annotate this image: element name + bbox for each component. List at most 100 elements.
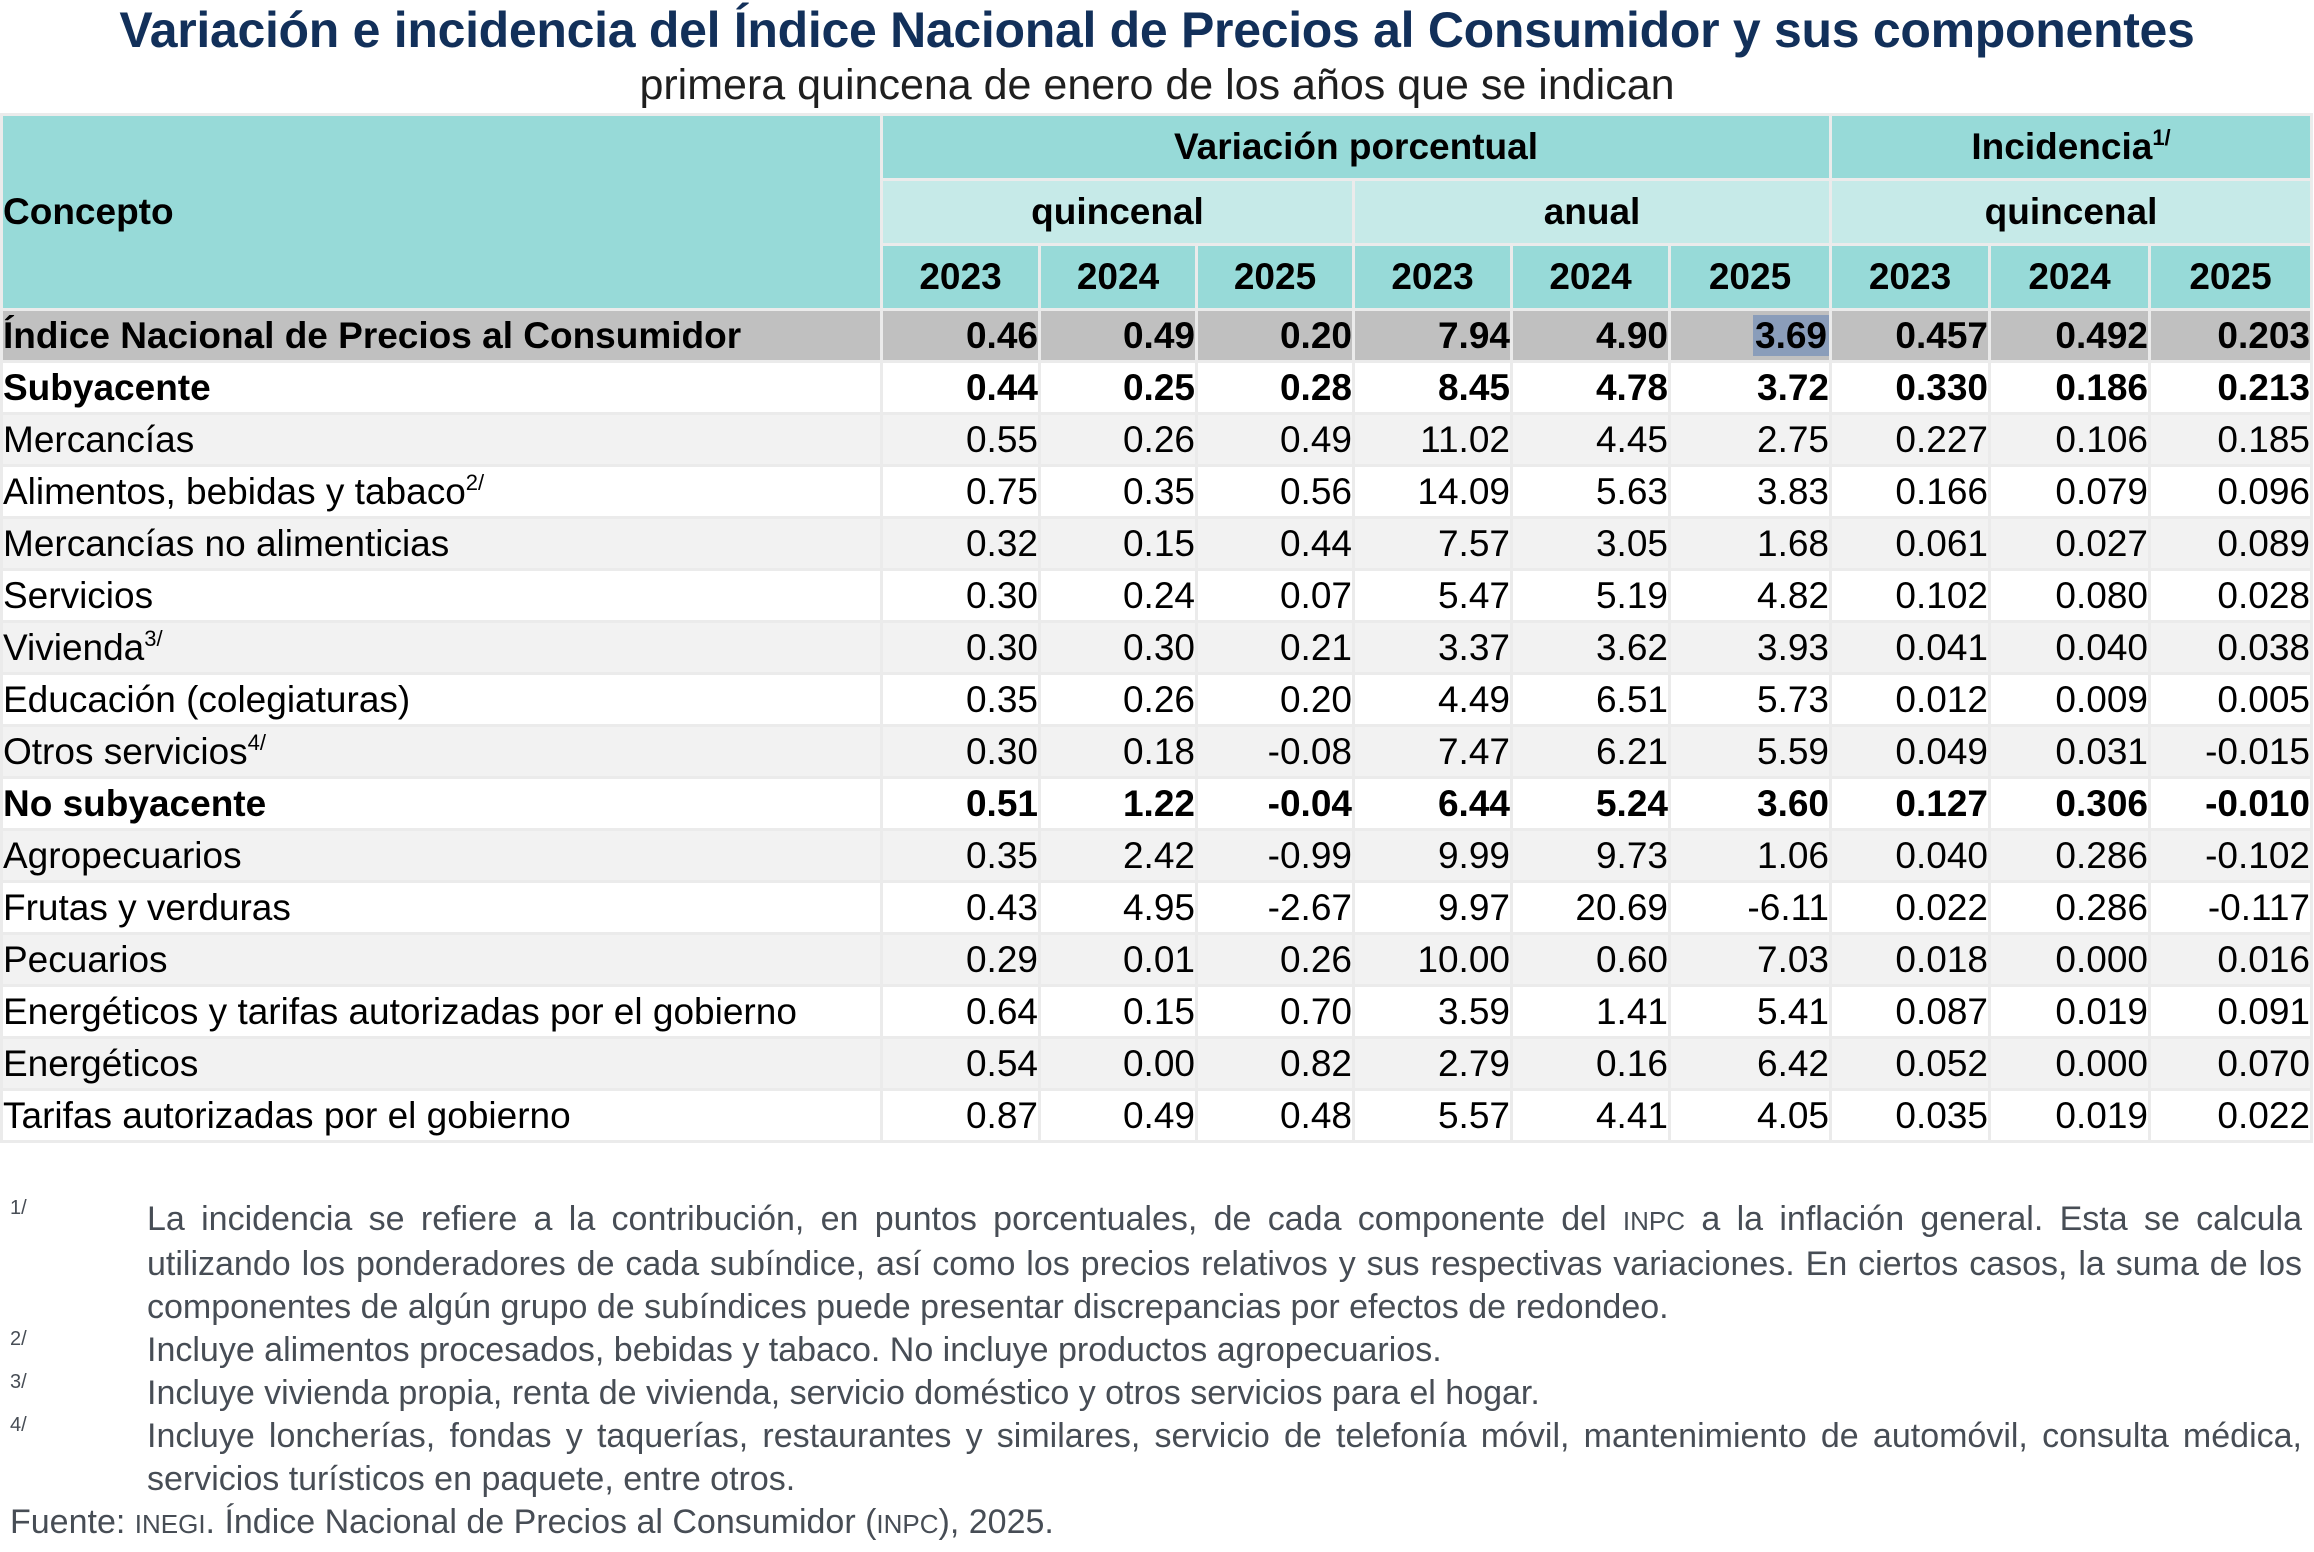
value-text: 0.091 bbox=[2217, 991, 2311, 1032]
value-text: 0.55 bbox=[965, 419, 1038, 460]
value-cell: 0.64 bbox=[880, 984, 1041, 1039]
value-text: 0.089 bbox=[2217, 523, 2311, 564]
value-cell: 0.096 bbox=[2148, 464, 2314, 519]
value-cell: 5.73 bbox=[1667, 672, 1833, 727]
value-cell: 3.83 bbox=[1667, 464, 1833, 519]
value-cell: 0.48 bbox=[1195, 1088, 1355, 1143]
selected-value-text: 3.69 bbox=[1753, 315, 1828, 356]
value-text: 0.040 bbox=[2055, 627, 2149, 668]
value-text: -0.010 bbox=[2205, 783, 2311, 824]
value-cell: 0.18 bbox=[1038, 724, 1198, 779]
value-cell: 0.35 bbox=[1038, 464, 1198, 519]
value-cell: 0.005 bbox=[2148, 672, 2314, 727]
value-text: 9.99 bbox=[1437, 835, 1510, 876]
value-text: 4.78 bbox=[1595, 367, 1668, 408]
value-cell: 0.15 bbox=[1038, 516, 1198, 571]
value-cell: 1.68 bbox=[1667, 516, 1833, 571]
value-text: 0.26 bbox=[1122, 419, 1195, 460]
value-text: 1.06 bbox=[1757, 835, 1830, 876]
value-text: 0.49 bbox=[1279, 419, 1352, 460]
value-cell: 0.26 bbox=[1038, 672, 1198, 727]
source-label: Fuente: bbox=[10, 1503, 135, 1541]
row-label-text: Mercancías no alimenticias bbox=[3, 523, 450, 564]
value-text: 0.07 bbox=[1279, 575, 1352, 616]
value-cell: 0.30 bbox=[880, 620, 1041, 675]
value-cell: 0.286 bbox=[1988, 880, 2152, 935]
value-text: 0.26 bbox=[1122, 679, 1195, 720]
value-cell: 0.55 bbox=[880, 412, 1041, 467]
value-text: 0.286 bbox=[2055, 887, 2149, 928]
value-text: 0.82 bbox=[1279, 1043, 1352, 1084]
footnote-ref: 1/ bbox=[2152, 125, 2171, 150]
value-text: 0.028 bbox=[2217, 575, 2311, 616]
row-label: Tarifas autorizadas por el gobierno bbox=[0, 1088, 883, 1143]
value-text: 0.330 bbox=[1895, 367, 1989, 408]
value-cell: 0.089 bbox=[2148, 516, 2314, 571]
row-label-text: Energéticos bbox=[3, 1043, 199, 1084]
value-text: 0.43 bbox=[965, 887, 1038, 928]
table-row: Agropecuarios 0.35 2.42 -0.99 9.99 9.73 1.06 0.… bbox=[0, 828, 2314, 883]
value-cell: 0.20 bbox=[1195, 308, 1355, 363]
table-row: Frutas y verduras 0.43 4.95 -2.67 9.97 20.69 -… bbox=[0, 880, 2314, 935]
inpc-table: Concepto Variación porcentual Incidencia… bbox=[0, 113, 2314, 1143]
value-text: 5.19 bbox=[1595, 575, 1668, 616]
row-label: Subyacente bbox=[0, 360, 883, 415]
header-incidencia-quincenal: quincenal bbox=[1829, 178, 2314, 246]
table-row: Energéticos 0.54 0.00 0.82 2.79 0.16 6.42 0.052… bbox=[0, 1036, 2314, 1091]
value-text: 0.061 bbox=[1895, 523, 1989, 564]
value-cell: 0.019 bbox=[1988, 984, 2152, 1039]
value-cell: 0.28 bbox=[1195, 360, 1355, 415]
value-text: 3.72 bbox=[1757, 367, 1830, 408]
row-label-text: Educación (colegiaturas) bbox=[3, 679, 411, 720]
value-cell: 0.087 bbox=[1829, 984, 1992, 1039]
value-cell: -0.015 bbox=[2148, 724, 2314, 779]
row-label: Energéticos bbox=[0, 1036, 883, 1091]
source-org: INEGI bbox=[134, 1509, 206, 1539]
value-text: 9.73 bbox=[1595, 835, 1668, 876]
header-year: 2024 bbox=[1038, 243, 1198, 311]
value-text: 5.47 bbox=[1437, 575, 1510, 616]
value-cell: 7.57 bbox=[1352, 516, 1513, 571]
value-cell: 0.21 bbox=[1195, 620, 1355, 675]
footnote-mark: 4/ bbox=[10, 1414, 27, 1436]
value-text: 0.00 bbox=[1122, 1043, 1195, 1084]
footnote-mark: 2/ bbox=[10, 1328, 27, 1350]
table-row: Subyacente 0.44 0.25 0.28 8.45 4.78 3.72 0.330 0… bbox=[0, 360, 2314, 415]
value-text: 0.052 bbox=[1895, 1043, 1989, 1084]
value-text: 1.22 bbox=[1122, 783, 1195, 824]
value-cell: 4.49 bbox=[1352, 672, 1513, 727]
value-cell: 0.60 bbox=[1510, 932, 1671, 987]
value-text: 0.29 bbox=[965, 939, 1038, 980]
value-cell: 0.028 bbox=[2148, 568, 2314, 623]
header-year: 2025 bbox=[1667, 243, 1833, 311]
value-cell: 0.041 bbox=[1829, 620, 1992, 675]
value-cell: 0.018 bbox=[1829, 932, 1992, 987]
value-cell: 0.286 bbox=[1988, 828, 2152, 883]
table-row: Mercancías no alimenticias 0.32 0.15 0.44 7.… bbox=[0, 516, 2314, 571]
table-row: Vivienda3/0.30 0.30 0.21 3.37 3.62 3.93 0.041 0… bbox=[0, 620, 2314, 675]
value-text: -0.08 bbox=[1267, 731, 1352, 772]
row-label-text: Servicios bbox=[3, 575, 154, 616]
value-cell: 0.106 bbox=[1988, 412, 2152, 467]
value-cell: 4.05 bbox=[1667, 1088, 1833, 1143]
value-cell: 3.05 bbox=[1510, 516, 1671, 571]
value-cell: 3.62 bbox=[1510, 620, 1671, 675]
value-cell: 2.79 bbox=[1352, 1036, 1513, 1091]
value-cell: 0.306 bbox=[1988, 776, 2152, 831]
value-cell: 0.30 bbox=[880, 568, 1041, 623]
value-text: 7.57 bbox=[1437, 523, 1510, 564]
value-cell: 4.78 bbox=[1510, 360, 1671, 415]
row-label: Vivienda3/ bbox=[0, 620, 883, 675]
value-text: 0.186 bbox=[2055, 367, 2149, 408]
value-cell: 5.59 bbox=[1667, 724, 1833, 779]
value-text: 0.213 bbox=[2217, 367, 2311, 408]
value-text: 3.93 bbox=[1757, 627, 1830, 668]
value-cell: 1.22 bbox=[1038, 776, 1198, 831]
value-text: 14.09 bbox=[1417, 471, 1510, 512]
value-cell: 9.73 bbox=[1510, 828, 1671, 883]
value-cell: 0.070 bbox=[2148, 1036, 2314, 1091]
value-cell: 0.009 bbox=[1988, 672, 2152, 727]
source-text: . Índice Nacional de Precios al Consumid… bbox=[205, 1503, 877, 1541]
value-cell: 8.45 bbox=[1352, 360, 1513, 415]
footnote-text: Incluye loncherías, fondas y taquerías, … bbox=[147, 1417, 2302, 1498]
